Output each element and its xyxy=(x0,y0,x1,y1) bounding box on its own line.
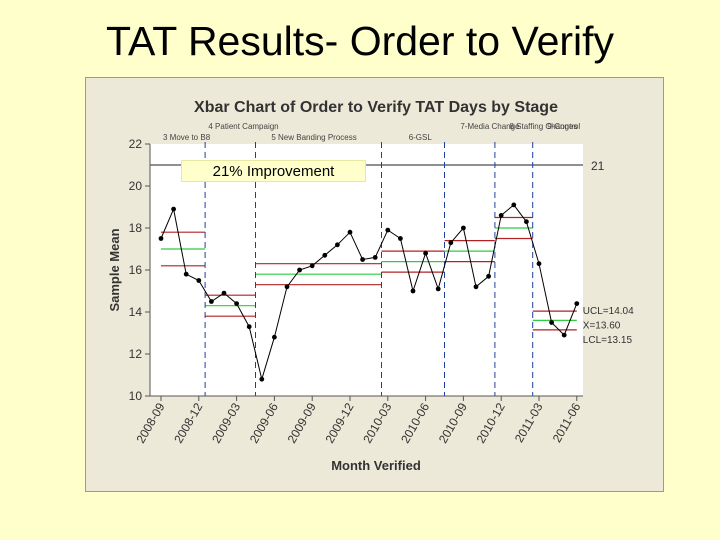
y-tick-label-18: 18 xyxy=(129,221,143,235)
y-tick-label-16: 16 xyxy=(129,263,143,277)
y-axis-label: Sample Mean xyxy=(107,228,122,311)
limit-label-2: LCL=13.15 xyxy=(583,335,633,346)
control-limits xyxy=(161,216,577,331)
plot-area xyxy=(150,144,583,396)
data-point-17 xyxy=(372,255,378,260)
y-tick-label-10: 10 xyxy=(129,389,143,403)
target-line-label: 21 xyxy=(591,159,605,173)
y-tick-label-12: 12 xyxy=(129,347,143,361)
data-point-10 xyxy=(284,284,290,290)
data-point-31 xyxy=(549,320,554,325)
data-point-13 xyxy=(322,252,328,258)
data-point-14 xyxy=(335,242,340,248)
data-point-0 xyxy=(158,236,164,241)
data-point-6 xyxy=(234,301,240,306)
limit-label-1: X=13.60 xyxy=(583,320,621,331)
y-tick-label-14: 14 xyxy=(129,305,143,319)
y-tick-label-20: 20 xyxy=(129,179,143,193)
data-point-20 xyxy=(410,288,416,294)
data-point-30 xyxy=(536,261,542,267)
data-point-16 xyxy=(360,257,365,262)
stage-label-1: 4 Patient Campaign xyxy=(208,122,278,131)
data-point-33 xyxy=(574,301,580,306)
improvement-callout: 21% Improvement xyxy=(181,160,366,182)
data-point-4 xyxy=(209,299,214,304)
data-point-7 xyxy=(246,324,252,330)
stage-label-3: 6-GSL xyxy=(409,133,433,142)
data-series xyxy=(158,202,580,382)
stage-label-6: 9-Control xyxy=(547,122,580,131)
data-point-9 xyxy=(272,334,277,340)
series-line xyxy=(160,204,578,382)
slide-title: TAT Results- Order to Verify xyxy=(105,18,615,64)
stage-label-5: 8 Staffing Changes xyxy=(510,122,578,131)
data-point-26 xyxy=(486,273,491,279)
chart-frame: Xbar Chart of Order to Verify TAT Days b… xyxy=(85,77,664,492)
data-point-11 xyxy=(297,267,302,273)
stage-boundaries: 3 Move to B8 4 Patient Campaign 5 New Band… xyxy=(163,122,580,396)
data-point-8 xyxy=(259,376,265,382)
stage-label-2: 5 New Banding Process xyxy=(271,133,356,142)
data-point-5 xyxy=(221,290,227,296)
data-point-12 xyxy=(309,263,315,269)
stage-label-4: 7-Media Change xyxy=(460,122,520,131)
stage-label-0: 3 Move to B8 xyxy=(163,133,211,142)
data-point-23 xyxy=(448,240,454,246)
data-point-32 xyxy=(561,332,567,338)
limit-labels: UCL=14.04 X=13.60 LCL=13.15 xyxy=(583,306,634,346)
data-point-27 xyxy=(498,213,504,218)
xbar-chart: Xbar Chart of Order to Verify TAT Days b… xyxy=(86,78,663,491)
data-point-18 xyxy=(385,227,391,233)
data-point-22 xyxy=(435,286,441,292)
data-point-25 xyxy=(473,284,479,290)
data-point-2 xyxy=(183,271,189,277)
data-point-29 xyxy=(524,219,529,225)
data-point-28 xyxy=(511,202,517,208)
data-point-19 xyxy=(398,236,403,241)
data-point-24 xyxy=(461,225,466,231)
x-axis-label: Month Verified xyxy=(331,458,421,473)
data-point-1 xyxy=(171,206,176,212)
y-tick-label-22: 22 xyxy=(129,137,143,151)
data-point-21 xyxy=(423,250,428,256)
limit-label-0: UCL=14.04 xyxy=(583,306,634,317)
data-point-15 xyxy=(347,229,353,235)
chart-title: Xbar Chart of Order to Verify TAT Days b… xyxy=(194,99,558,116)
data-point-3 xyxy=(196,278,202,283)
